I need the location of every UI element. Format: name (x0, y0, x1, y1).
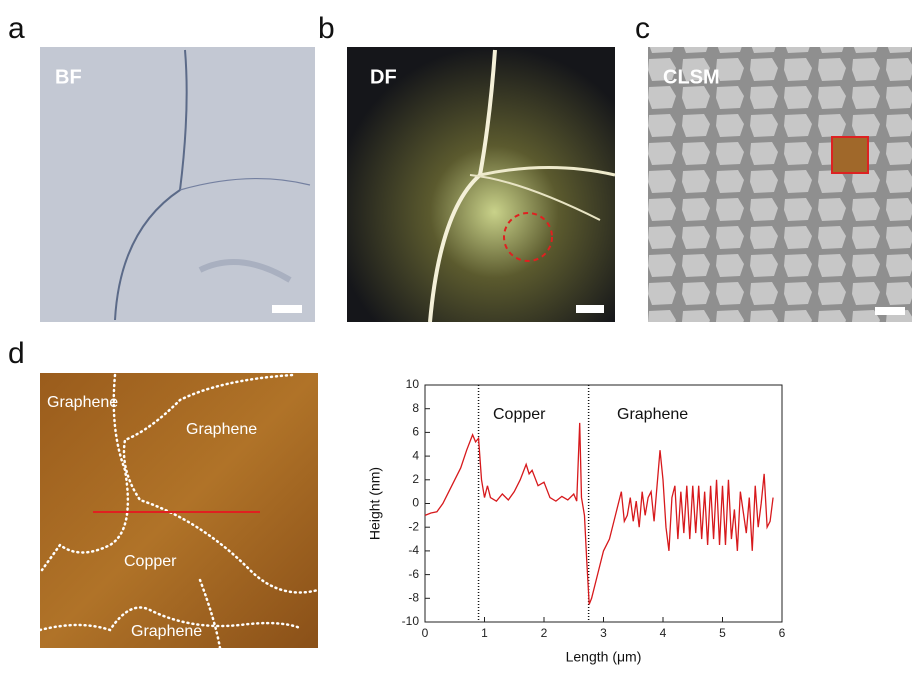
image-label: Copper (124, 553, 177, 570)
afm-image: Graphene Graphene Copper Graphene (40, 373, 318, 648)
y-tick-label: -4 (408, 543, 419, 557)
annotation: Graphene (617, 406, 688, 423)
image-label: Graphene (47, 394, 118, 411)
y-tick-label: 10 (406, 377, 420, 391)
height-line (425, 423, 773, 604)
x-tick-label: 4 (660, 626, 667, 640)
x-tick-label: 1 (481, 626, 488, 640)
height-profile-chart: 0 1 2 3 4 5 6 -10 -8 -6 -4 -2 0 2 4 6 8 10 Copper Graphene L… (367, 377, 786, 665)
page: {"panels": [ {"letter": "a", "label": "B… (0, 0, 915, 670)
y-tick-label: 0 (412, 496, 419, 510)
df-image: DF (347, 47, 615, 322)
x-tick-label: 0 (422, 626, 429, 640)
panel-letter: b (318, 12, 335, 45)
annotation: Copper (493, 406, 546, 423)
image-label: CLSM (663, 66, 720, 88)
y-tick-label: 2 (412, 472, 419, 486)
panel-letter: d (8, 337, 25, 370)
clsm-image: CLSM (648, 47, 912, 322)
panel-letter: c (635, 12, 650, 45)
image-label: Graphene (131, 623, 202, 640)
y-tick-label: -2 (408, 519, 419, 533)
y-tick-label: 4 (412, 448, 419, 462)
image-label: BF (55, 66, 82, 88)
x-tick-label: 2 (541, 626, 548, 640)
bf-image: BF (40, 47, 315, 322)
y-tick-label: -10 (402, 614, 420, 628)
y-tick-label: 6 (412, 425, 419, 439)
image-label: DF (370, 66, 397, 88)
x-tick-label: 6 (779, 626, 786, 640)
y-tick-label: 8 (412, 401, 419, 415)
x-axis-title: Length (μm) (566, 649, 642, 665)
x-tick-label: 5 (719, 626, 726, 640)
figure: a b c d BF DF CLSM Graphen (0, 0, 915, 670)
y-axis-title: Height (nm) (367, 467, 383, 540)
y-tick-label: -6 (408, 567, 419, 581)
image-label: Graphene (186, 421, 257, 438)
y-tick-label: -8 (408, 590, 419, 604)
panel-letter: a (8, 12, 25, 45)
x-tick-label: 3 (600, 626, 607, 640)
